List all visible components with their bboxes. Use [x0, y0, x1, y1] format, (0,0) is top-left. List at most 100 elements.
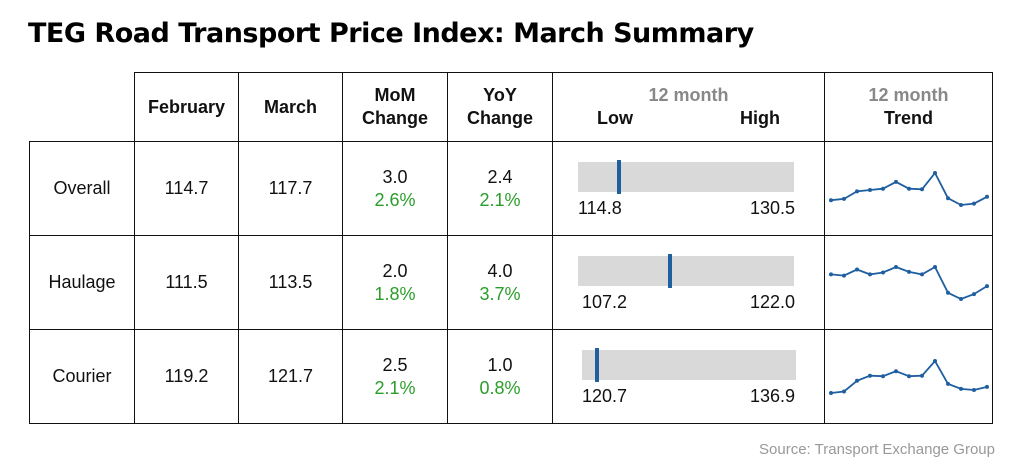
- sparkline-point: [984, 283, 989, 288]
- mom-change-pct: 2.6%: [374, 189, 416, 210]
- sparkline-point: [958, 386, 963, 391]
- sparkline-point: [893, 368, 898, 373]
- mom-change-value: 3.0: [382, 166, 408, 187]
- sparkline-point: [945, 195, 950, 200]
- trend-cell: [824, 329, 993, 424]
- header-march: March: [238, 72, 343, 142]
- yoy-change-value: 1.0: [487, 354, 513, 375]
- sparkline-point: [880, 373, 885, 378]
- range-cell: 107.2 122.0: [552, 235, 825, 330]
- yoy-change-value: 4.0: [487, 260, 513, 281]
- sparkline-point: [867, 271, 872, 276]
- range-low-value: 120.7: [582, 386, 628, 406]
- range-high-value: 130.5: [749, 198, 795, 218]
- sparkline-point: [919, 271, 924, 276]
- header-february: February: [134, 72, 239, 142]
- sparkline-point: [932, 170, 937, 175]
- february-value: 119.2: [134, 329, 239, 424]
- march-value: 113.5: [238, 235, 343, 330]
- yoy-change-value: 2.4: [487, 166, 513, 187]
- header-yoy: YoY Change: [447, 72, 553, 142]
- sparkline-point: [854, 378, 859, 383]
- sparkline-point: [828, 390, 833, 395]
- header-blank: [29, 72, 135, 142]
- yoy-change-pct: 2.1%: [479, 189, 521, 210]
- sparkline-point: [984, 194, 989, 199]
- mom-change-pct: 1.8%: [374, 283, 416, 304]
- range-cell: 114.8 130.5: [552, 141, 825, 236]
- source-note: Source: Transport Exchange Group: [759, 441, 995, 458]
- range-current-marker: [617, 160, 621, 194]
- sparkline-point: [906, 373, 911, 378]
- sparkline-point: [867, 373, 872, 378]
- header-trend-top: 12 month: [868, 85, 949, 105]
- header-mom-line1: MoM: [374, 85, 416, 105]
- mom-cell: 2.0 1.8%: [342, 235, 448, 330]
- sparkline-point: [893, 264, 898, 269]
- mom-change-value: 2.5: [382, 354, 408, 375]
- range-bar: [578, 254, 794, 288]
- sparkline-point: [906, 186, 911, 191]
- table-row-overall: Overall 114.7 117.7 3.0 2.6% 2.4 2.1% 11…: [29, 141, 993, 236]
- sparkline-point: [919, 373, 924, 378]
- sparkline-point: [841, 273, 846, 278]
- range-bar: [578, 160, 794, 194]
- sparkline-point: [828, 271, 833, 276]
- range-high-value: 122.0: [749, 292, 795, 312]
- header-trend: 12 month Trend: [824, 72, 993, 142]
- header-row: February March MoM Change YoY Change 12 mo…: [29, 72, 993, 142]
- table-row-haulage: Haulage 111.5 113.5 2.0 1.8% 4.0 3.7% 10…: [29, 235, 993, 330]
- trend-cell: [824, 141, 993, 236]
- sparkline-point: [932, 358, 937, 363]
- range-low-value: 114.8: [578, 198, 622, 218]
- trend-sparkline: [828, 264, 989, 301]
- sparkline-point: [841, 389, 846, 393]
- sparkline-point: [854, 267, 859, 271]
- sparkline-point: [958, 296, 963, 301]
- range-low-value: 107.2: [582, 292, 628, 312]
- february-value: 111.5: [134, 235, 239, 330]
- summary-table: February March MoM Change YoY Change 12 mo…: [29, 72, 993, 424]
- table-row-courier: Courier 119.2 121.7 2.5 2.1% 1.0 0.8% 12…: [29, 329, 993, 424]
- header-mom-line2: Change: [361, 108, 428, 128]
- mom-cell: 2.5 2.1%: [342, 329, 448, 424]
- yoy-cell: 2.4 2.1%: [447, 141, 553, 236]
- sparkline-point: [854, 188, 859, 193]
- range-current-marker: [668, 254, 672, 288]
- trend-cell: [824, 235, 993, 330]
- range-current-marker: [595, 348, 599, 382]
- sparkline-point: [919, 186, 924, 191]
- row-label: Courier: [29, 329, 135, 424]
- sparkline-point: [958, 202, 963, 207]
- sparkline-point: [893, 179, 898, 184]
- mom-change-value: 2.0: [382, 260, 408, 281]
- header-yoy-line2: Change: [466, 108, 533, 128]
- range-bar: [582, 348, 796, 382]
- sparkline-point: [945, 381, 950, 386]
- yoy-change-pct: 0.8%: [479, 377, 521, 398]
- march-value: 121.7: [238, 329, 343, 424]
- header-trend-bottom: Trend: [883, 108, 933, 128]
- march-value: 117.7: [238, 141, 343, 236]
- sparkline-point: [971, 387, 976, 392]
- header-mom: MoM Change: [342, 72, 448, 142]
- row-label: Overall: [29, 141, 135, 236]
- header-range-top: 12 month: [648, 85, 729, 105]
- yoy-cell: 4.0 3.7%: [447, 235, 553, 330]
- chart-title: TEG Road Transport Price Index: March Su…: [28, 18, 754, 49]
- yoy-cell: 1.0 0.8%: [447, 329, 553, 424]
- sparkline-point: [984, 384, 989, 389]
- sparkline-point: [906, 269, 911, 274]
- trend-sparkline: [828, 170, 989, 207]
- sparkline-point: [932, 264, 937, 269]
- sparkline-point: [867, 187, 872, 192]
- trend-sparkline: [828, 358, 989, 395]
- sparkline-point: [841, 196, 846, 201]
- mom-cell: 3.0 2.6%: [342, 141, 448, 236]
- row-label: Haulage: [29, 235, 135, 330]
- sparkline-point: [971, 201, 976, 206]
- sparkline-point: [945, 290, 950, 295]
- sparkline-point: [971, 291, 976, 296]
- range-high-value: 136.9: [749, 386, 795, 406]
- range-cell: 120.7 136.9: [552, 329, 825, 424]
